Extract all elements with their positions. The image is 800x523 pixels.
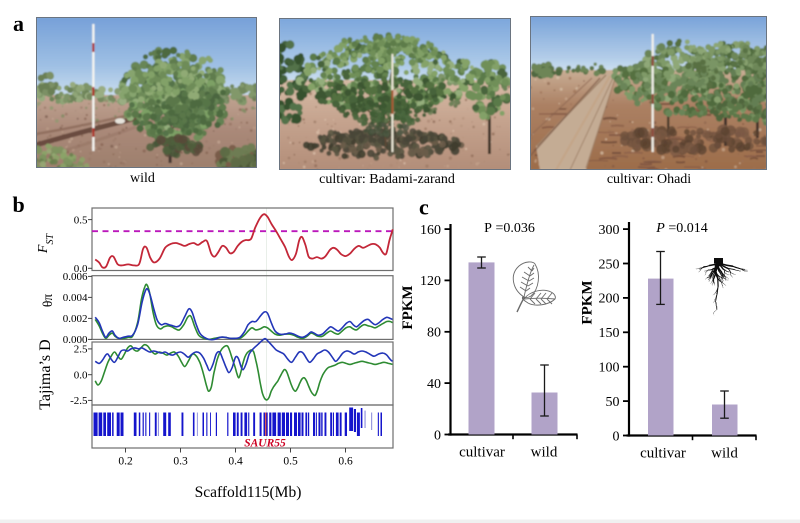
svg-text:c: c bbox=[419, 195, 429, 220]
svg-text:0.3: 0.3 bbox=[173, 456, 188, 468]
svg-text:120: 120 bbox=[420, 274, 441, 289]
svg-text:0.004: 0.004 bbox=[63, 292, 88, 304]
svg-text:0: 0 bbox=[434, 428, 441, 443]
svg-text:FPKM: FPKM bbox=[400, 285, 416, 329]
svg-text:40: 40 bbox=[427, 377, 441, 392]
svg-text:200: 200 bbox=[599, 292, 620, 307]
svg-text:FPKM: FPKM bbox=[580, 280, 596, 324]
svg-text:0.006: 0.006 bbox=[63, 271, 88, 283]
svg-text:SAUR55: SAUR55 bbox=[244, 438, 286, 450]
svg-text:0.5: 0.5 bbox=[283, 456, 298, 468]
svg-text:0.0: 0.0 bbox=[74, 263, 88, 275]
svg-text:Tajima’s D: Tajima’s D bbox=[37, 339, 54, 409]
svg-text:wild: wild bbox=[711, 446, 738, 462]
svg-text:0.2: 0.2 bbox=[118, 456, 133, 468]
svg-text:cultivar: Ohadi: cultivar: Ohadi bbox=[607, 172, 691, 187]
svg-text:0.6: 0.6 bbox=[338, 456, 353, 468]
svg-text:wild: wild bbox=[531, 445, 558, 461]
svg-text:2.5: 2.5 bbox=[74, 344, 88, 356]
svg-text:300: 300 bbox=[599, 223, 620, 238]
svg-text:a: a bbox=[13, 11, 24, 36]
svg-text:cultivar: Badami-zarand: cultivar: Badami-zarand bbox=[319, 172, 455, 187]
svg-text:0.002: 0.002 bbox=[63, 313, 88, 325]
svg-text:b: b bbox=[13, 192, 25, 217]
svg-text:-2.5: -2.5 bbox=[70, 395, 88, 407]
svg-text:0.0: 0.0 bbox=[74, 369, 88, 381]
svg-text:50: 50 bbox=[606, 395, 620, 410]
svg-text:100: 100 bbox=[599, 361, 620, 376]
svg-text:P =0.014: P =0.014 bbox=[655, 221, 707, 236]
svg-text:Scaffold115(Mb): Scaffold115(Mb) bbox=[195, 484, 302, 501]
svg-text:150: 150 bbox=[599, 326, 620, 341]
svg-text:160: 160 bbox=[420, 223, 441, 238]
svg-text:cultivar: cultivar bbox=[459, 445, 505, 461]
svg-text:0.5: 0.5 bbox=[74, 214, 88, 226]
svg-text:80: 80 bbox=[427, 326, 441, 341]
svg-text:cultivar: cultivar bbox=[640, 446, 686, 462]
svg-text:0.000: 0.000 bbox=[63, 334, 88, 346]
svg-text:wild: wild bbox=[130, 171, 155, 186]
svg-text:0: 0 bbox=[613, 429, 620, 444]
svg-text:P =0.036: P =0.036 bbox=[484, 221, 535, 236]
svg-text:250: 250 bbox=[599, 257, 620, 272]
svg-text:0.4: 0.4 bbox=[228, 456, 243, 468]
svg-text:θπ: θπ bbox=[40, 294, 55, 307]
